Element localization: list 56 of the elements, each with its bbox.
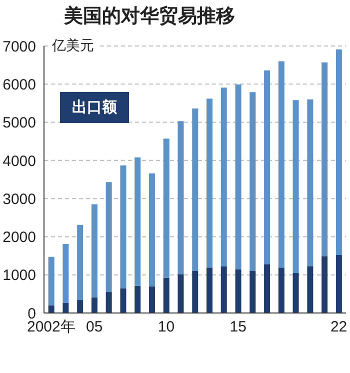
y-tick-label: 6000	[2, 76, 36, 94]
bar	[264, 70, 270, 264]
bar	[62, 244, 69, 303]
bar	[220, 88, 227, 266]
y-tick-label: 7000	[2, 38, 36, 56]
bar	[292, 272, 299, 313]
x-tick-label: 05	[86, 318, 103, 336]
bar	[48, 256, 54, 306]
bar	[250, 92, 256, 272]
bar	[178, 274, 184, 313]
bar	[106, 292, 112, 313]
bar	[307, 266, 314, 313]
bar	[307, 99, 314, 266]
bar	[322, 256, 328, 313]
bar	[77, 300, 84, 313]
bar	[134, 286, 141, 313]
bar	[148, 173, 155, 286]
bar	[192, 108, 198, 272]
y-tick-label: 2000	[2, 229, 36, 246]
bar	[206, 98, 213, 268]
bar	[134, 157, 141, 286]
bar	[192, 271, 198, 313]
bar	[235, 270, 242, 313]
bar	[148, 286, 155, 313]
y-axis-title: 亿美元	[48, 37, 98, 55]
bar	[77, 224, 84, 300]
x-tick-label: 10	[158, 318, 175, 336]
text: 出口额	[60, 92, 129, 123]
bar	[163, 278, 170, 313]
bar	[120, 165, 126, 288]
bar	[62, 302, 69, 313]
bar	[206, 268, 213, 313]
bar	[336, 255, 342, 313]
x-tick-label: 22	[330, 318, 348, 336]
bar	[163, 138, 170, 278]
bar	[264, 264, 270, 313]
bar	[336, 49, 342, 256]
bar	[278, 268, 284, 313]
bar	[220, 266, 227, 313]
bar	[48, 305, 54, 313]
bar	[91, 204, 98, 298]
bar	[292, 100, 299, 273]
y-tick-label: 5000	[2, 114, 36, 132]
bar	[120, 288, 126, 313]
y-tick-label: 4000	[2, 152, 36, 170]
y-tick-label: 3000	[2, 190, 36, 208]
bar	[278, 61, 284, 268]
bar	[235, 84, 242, 270]
bar	[250, 271, 256, 313]
bar	[322, 62, 328, 256]
y-tick-label: 1000	[2, 267, 36, 284]
bar	[106, 182, 112, 292]
x-tick-label: 15	[230, 318, 246, 336]
bar	[178, 121, 184, 274]
chart-title: 美国的对华贸易推移	[64, 4, 235, 29]
bar	[91, 297, 98, 313]
